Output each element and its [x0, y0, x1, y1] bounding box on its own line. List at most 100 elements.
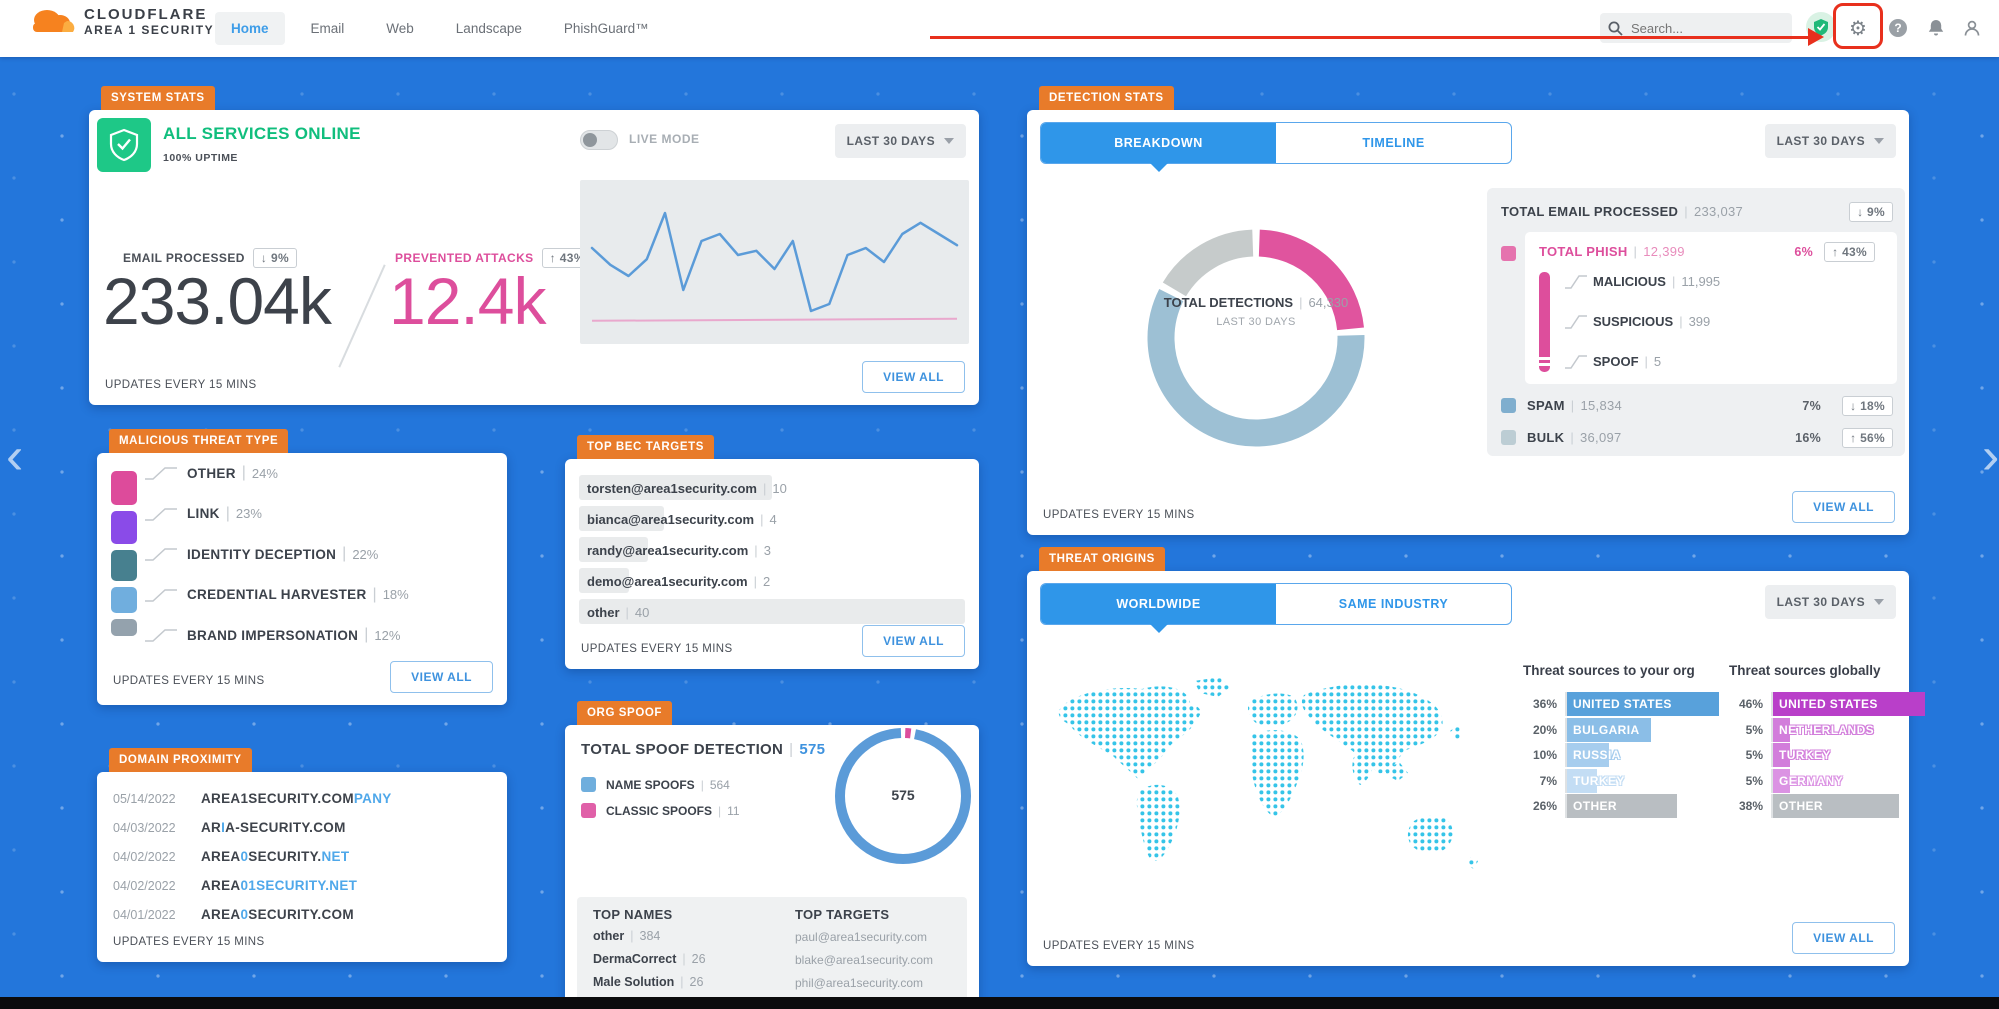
threat-source-bar [1773, 743, 1790, 767]
view-all-button[interactable]: VIEW ALL [1792, 491, 1895, 523]
total-email-row: TOTAL EMAIL PROCESSED | 233,037 ↓ 9% [1501, 201, 1893, 222]
total-email-delta: ↓ 9% [1849, 201, 1893, 222]
spam-swatch [1501, 398, 1516, 413]
nav-item-email[interactable]: Email [310, 21, 345, 36]
spoof-row: SPOOF | 5 [1565, 352, 1661, 370]
threat-type-segment [111, 619, 137, 636]
services-status-title: ALL SERVICES ONLINE [163, 124, 361, 143]
threat-source-pct: 5% [1745, 773, 1763, 788]
threat-source-row: 5% GERMANY [1729, 768, 1925, 793]
services-uptime: 100% UPTIME [163, 152, 238, 164]
spoof-donut-chart [835, 728, 971, 864]
view-all-button[interactable]: VIEW ALL [862, 361, 965, 393]
nav-item-home[interactable]: Home [215, 12, 285, 45]
threat-source-bar [1773, 768, 1790, 793]
threat-source-bar [1567, 717, 1651, 742]
brand-line2: AREA 1 SECURITY [84, 22, 215, 37]
domain-date: 04/02/2022 [113, 878, 176, 893]
threat-source-pct: 26% [1532, 799, 1557, 813]
threat-source-row: 36% UNITED STATES [1523, 692, 1719, 716]
legend-classic-spoofs: CLASSIC SPOOFS | 11 [581, 803, 740, 818]
org-spoof-card: ORG SPOOF TOTAL SPOOF DETECTION | 575 NAME… [565, 701, 979, 1009]
tab-worldwide[interactable]: WORLDWIDE [1041, 584, 1276, 633]
bec-frequency-bar [579, 568, 630, 593]
prevented-attacks-value: 12.4k [389, 264, 546, 338]
nav-item-landscape[interactable]: Landscape [455, 21, 522, 36]
suspicious-row: SUSPICIOUS | 399 [1565, 312, 1710, 330]
bec-target-email: torsten@area1security.com | 10 [587, 481, 787, 496]
updates-note: UPDATES EVERY 15 MINS [1043, 509, 1195, 521]
threat-source-country: UNITED STATES [1779, 697, 1878, 711]
view-all-button[interactable]: VIEW ALL [390, 661, 493, 693]
period-select[interactable]: LAST 30 DAYS [1764, 585, 1896, 619]
view-all-button[interactable]: VIEW ALL [1792, 922, 1895, 954]
spam-delta: ↓ 18% [1842, 395, 1893, 416]
search-input[interactable] [1629, 19, 1773, 37]
period-select[interactable]: LAST 30 DAYS [1764, 124, 1896, 158]
gear-icon[interactable]: ⚙ [1849, 17, 1867, 40]
threat-source-bar [1567, 743, 1609, 767]
carousel-next-arrow[interactable]: › [1982, 427, 1999, 485]
spam-row: SPAM | 15,834 7% ↓ 18% [1527, 395, 1893, 416]
threat-origins-card: THREAT ORIGINS WORLDWIDE SAME INDUSTRY L… [1027, 547, 1925, 966]
bell-icon[interactable] [1922, 14, 1950, 42]
updates-note: UPDATES EVERY 15 MINS [113, 936, 265, 948]
threat-type-row: OTHER | 24% [145, 461, 278, 485]
domain-proximity-badge: DOMAIN PROXIMITY [109, 748, 252, 772]
threat-source-row: 10% RUSSIA [1523, 743, 1719, 767]
annotation-arrow-head [1808, 28, 1824, 46]
bec-target-row: torsten@area1security.com | 10 [579, 473, 965, 504]
period-select[interactable]: LAST 30 DAYS [834, 124, 966, 158]
annotation-highlight-box [1833, 3, 1883, 49]
live-mode-label: LIVE MODE [629, 132, 700, 146]
threat-source-pct: 46% [1738, 697, 1763, 711]
threat-sources-global-column: Threat sources globally 46% UNITED STATES… [1729, 663, 1925, 820]
bulk-row: BULK | 36,097 16% ↑ 56% [1527, 427, 1893, 448]
search-icon [1608, 21, 1623, 36]
bec-frequency-bar [579, 537, 649, 562]
threat-source-bar [1567, 794, 1677, 818]
detections-donut-center: TOTAL DETECTIONS | 64,330 LAST 30 DAYS [1163, 295, 1349, 328]
nav-item-phishguard[interactable]: PhishGuard™ [563, 21, 649, 36]
classic-spoofs-swatch [581, 803, 596, 818]
tab-timeline[interactable]: TIMELINE [1362, 136, 1425, 150]
detection-stats-badge: DETECTION STATS [1039, 86, 1174, 110]
annotation-arrow-line [930, 36, 1810, 39]
threat-source-pct: 36% [1532, 697, 1557, 711]
help-icon[interactable]: ? [1884, 14, 1912, 42]
phish-bar [1539, 272, 1550, 372]
threat-source-bar [1773, 692, 1925, 716]
domain-proximity-row: 04/02/2022 AREA0SECURITY.NET [113, 842, 495, 871]
bec-target-email: demo@area1security.com | 2 [587, 574, 771, 589]
tab-breakdown[interactable]: BREAKDOWN [1041, 123, 1276, 172]
nav-item-web[interactable]: Web [386, 21, 414, 36]
email-processed-label: EMAIL PROCESSED ↓ 9% [123, 248, 298, 268]
email-processed-delta: ↓ 9% [252, 248, 298, 268]
threat-type-row: IDENTITY DECEPTION | 22% [145, 542, 378, 566]
view-all-button[interactable]: VIEW ALL [862, 625, 965, 657]
top-bec-targets-badge: TOP BEC TARGETS [577, 435, 714, 459]
spoof-donut-center: 575 [891, 787, 915, 803]
bec-frequency-bar [579, 475, 772, 500]
cloudflare-cloud-icon [33, 10, 75, 32]
threat-source-pct: 5% [1745, 748, 1763, 762]
brand-logo[interactable]: CLOUDFLARE AREA 1 SECURITY [28, 5, 214, 39]
live-mode-toggle[interactable] [580, 130, 618, 150]
carousel-prev-arrow[interactable]: ‹ [6, 427, 24, 485]
name-spoofs-swatch [581, 777, 596, 792]
updates-note: UPDATES EVERY 15 MINS [1043, 940, 1195, 952]
tab-same-industry[interactable]: SAME INDUSTRY [1338, 597, 1449, 611]
threat-source-row: 5% NETHERLANDS [1729, 717, 1925, 742]
user-icon[interactable] [1958, 14, 1986, 42]
bottom-black-bar [0, 997, 1999, 1009]
threat-type-label: LINK [187, 506, 220, 521]
threat-type-pct: 18% [382, 587, 409, 602]
bec-target-email: other | 40 [587, 605, 650, 620]
threat-type-label: OTHER [187, 465, 236, 481]
updates-note: UPDATES EVERY 15 MINS [105, 379, 257, 391]
domain-name: AREA1SECURITY.COMPANY [201, 791, 392, 806]
chevron-down-icon [1874, 138, 1884, 144]
malicious-threat-type-badge: MALICIOUS THREAT TYPE [109, 429, 289, 453]
threat-type-label: BRAND IMPERSONATION [187, 627, 359, 643]
threat-source-country: BULGARIA [1573, 722, 1640, 737]
